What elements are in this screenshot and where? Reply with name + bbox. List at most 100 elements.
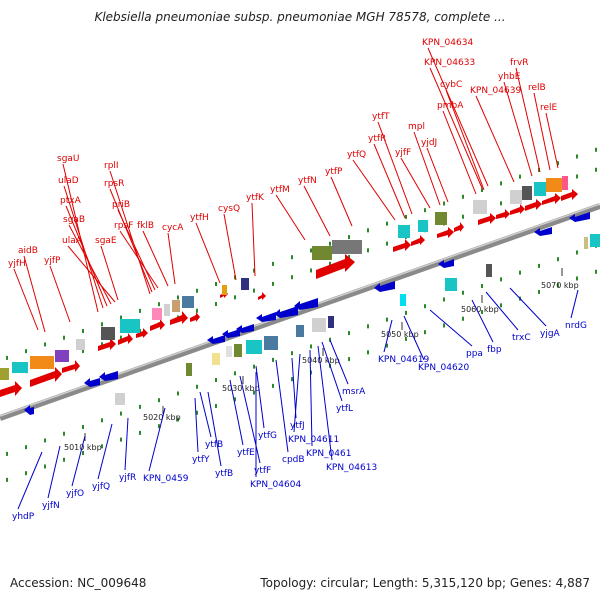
top-gene-label[interactable]: ytfN xyxy=(298,176,317,186)
top-leader-line xyxy=(167,232,176,285)
top-gene-label[interactable]: ulaD xyxy=(58,176,79,186)
top-gene-label[interactable]: pmbA xyxy=(437,101,464,111)
top-leader-line xyxy=(427,47,489,187)
top-gene-label[interactable]: fklB xyxy=(137,221,154,231)
top-gene-label[interactable]: aidB xyxy=(18,246,38,256)
guide-dot xyxy=(443,201,445,206)
top-gene-label[interactable]: KPN_04634 xyxy=(422,38,473,48)
bottom-gene-label[interactable]: ytfY xyxy=(192,455,210,465)
top-gene-label[interactable]: sgaE xyxy=(95,236,117,246)
bottom-leader-line xyxy=(317,345,333,461)
guide-dot xyxy=(386,241,388,246)
guide-dot xyxy=(348,357,350,362)
guide-dot xyxy=(367,350,369,355)
bottom-gene-label[interactable]: yjgA xyxy=(540,329,561,339)
bottom-gene-label[interactable]: ytfG xyxy=(258,431,277,441)
top-gene-label[interactable]: sgaU xyxy=(57,154,80,164)
bottom-gene-label[interactable]: KPN_04613 xyxy=(326,463,377,473)
top-leader-line xyxy=(533,92,551,171)
bottom-gene-label[interactable]: nrdG xyxy=(565,321,587,331)
tick-label: 5060 kbp xyxy=(461,305,499,314)
bottom-gene-label[interactable]: trxC xyxy=(512,333,531,343)
top-leader-line xyxy=(545,112,559,169)
bottom-gene-label[interactable]: ytfL xyxy=(336,404,353,414)
top-gene-label[interactable]: ytfM xyxy=(270,185,290,195)
top-leader-line xyxy=(515,67,541,173)
bottom-gene-label[interactable]: KPN_04620 xyxy=(418,363,469,373)
guide-dot xyxy=(44,438,46,443)
top-gene-label[interactable]: yjfF xyxy=(395,148,411,158)
bottom-gene-label[interactable]: ytfB xyxy=(215,469,233,479)
top-gene-label[interactable]: ytfH xyxy=(190,213,209,223)
top-gene-label[interactable]: ytfR xyxy=(368,134,386,144)
bottom-gene-label[interactable]: yjfN xyxy=(42,501,60,511)
top-gene-label[interactable]: KPN_04639 xyxy=(470,86,521,96)
top-gene-label[interactable]: ytfP xyxy=(325,167,343,177)
guide-dot xyxy=(595,167,597,172)
top-gene-label[interactable]: yhbE xyxy=(498,72,521,82)
guide-dot xyxy=(101,342,103,347)
top-gene-label[interactable]: rpsR xyxy=(104,179,124,189)
top-gene-label[interactable]: ytfT xyxy=(372,112,390,122)
bottom-leader-line xyxy=(403,315,425,361)
guide-dot xyxy=(405,310,407,315)
bottom-gene-label[interactable]: fbp xyxy=(487,345,502,355)
bottom-gene-label[interactable]: KPN_04619 xyxy=(378,355,429,365)
guide-dot xyxy=(538,263,540,268)
guide-dot xyxy=(481,284,483,289)
guide-dot xyxy=(329,261,331,266)
bottom-gene-label[interactable]: KPN_04611 xyxy=(288,435,339,445)
bottom-gene-label[interactable]: ytfJ xyxy=(290,421,305,431)
bottom-gene-label[interactable]: ytfB xyxy=(205,440,223,450)
top-gene-label[interactable]: priB xyxy=(112,200,130,210)
top-gene-label[interactable]: cysQ xyxy=(218,204,240,214)
top-gene-label[interactable]: relE xyxy=(540,103,558,113)
bottom-gene-label[interactable]: KPN_0461 xyxy=(306,449,351,459)
top-gene-label[interactable]: relB xyxy=(528,83,546,93)
guide-dot xyxy=(443,323,445,328)
top-leader-line xyxy=(13,268,39,331)
forward-genes xyxy=(0,189,578,397)
guide-dot xyxy=(595,269,597,274)
top-gene-label[interactable]: mpl xyxy=(408,122,425,132)
top-gene-label[interactable]: KPN_04633 xyxy=(424,58,475,68)
top-leader-line xyxy=(67,245,116,303)
top-gene-label[interactable]: yjfP xyxy=(44,256,61,266)
top-leader-line xyxy=(49,265,71,323)
guide-dot xyxy=(291,275,293,280)
top-leader-line xyxy=(475,95,515,183)
bottom-gene-label[interactable]: yhdP xyxy=(12,512,35,522)
guide-dot xyxy=(367,324,369,329)
guide-dot xyxy=(6,477,8,482)
top-gene-label[interactable]: sgaB xyxy=(63,215,85,225)
top-gene-label[interactable]: rplI xyxy=(104,161,119,171)
guide-dot xyxy=(386,343,388,348)
top-gene-label[interactable]: yjfH xyxy=(8,259,26,269)
top-gene-label[interactable]: rpsF xyxy=(114,221,133,231)
bottom-gene-label[interactable]: ppa xyxy=(466,349,483,359)
bottom-gene-label[interactable]: ytfE xyxy=(237,448,255,458)
bottom-gene-label[interactable]: yjfR xyxy=(119,473,136,483)
bottom-gene-label[interactable]: cpdB xyxy=(282,455,305,465)
bottom-gene-label[interactable]: yjfO xyxy=(66,489,84,499)
top-gene-label[interactable]: yjdJ xyxy=(421,138,437,148)
bottom-gene-label[interactable]: KPN_04604 xyxy=(250,480,301,490)
top-gene-label[interactable]: ptxA xyxy=(60,196,82,206)
top-gene-label[interactable]: ytfK xyxy=(246,193,265,203)
top-gene-label[interactable]: ulaA xyxy=(62,236,83,246)
guide-dot xyxy=(576,174,578,179)
guide-dot xyxy=(481,310,483,315)
top-gene-label[interactable]: cycA xyxy=(162,223,184,233)
top-gene-label[interactable]: cybC xyxy=(440,80,462,90)
top-gene-label[interactable]: frvR xyxy=(510,58,528,68)
bottom-gene-label[interactable]: yjfQ xyxy=(92,482,110,492)
top-leader-line xyxy=(503,81,533,177)
bottom-gene-label[interactable]: msrA xyxy=(342,387,366,397)
guide-dot xyxy=(557,283,559,288)
top-leader-line xyxy=(65,205,108,307)
guide-dot xyxy=(234,295,236,300)
bottom-gene-label[interactable]: KPN_0459 xyxy=(143,474,189,484)
guide-dot xyxy=(424,304,426,309)
bottom-gene-label[interactable]: ytfF xyxy=(254,466,271,476)
top-gene-label[interactable]: ytfQ xyxy=(347,150,366,160)
